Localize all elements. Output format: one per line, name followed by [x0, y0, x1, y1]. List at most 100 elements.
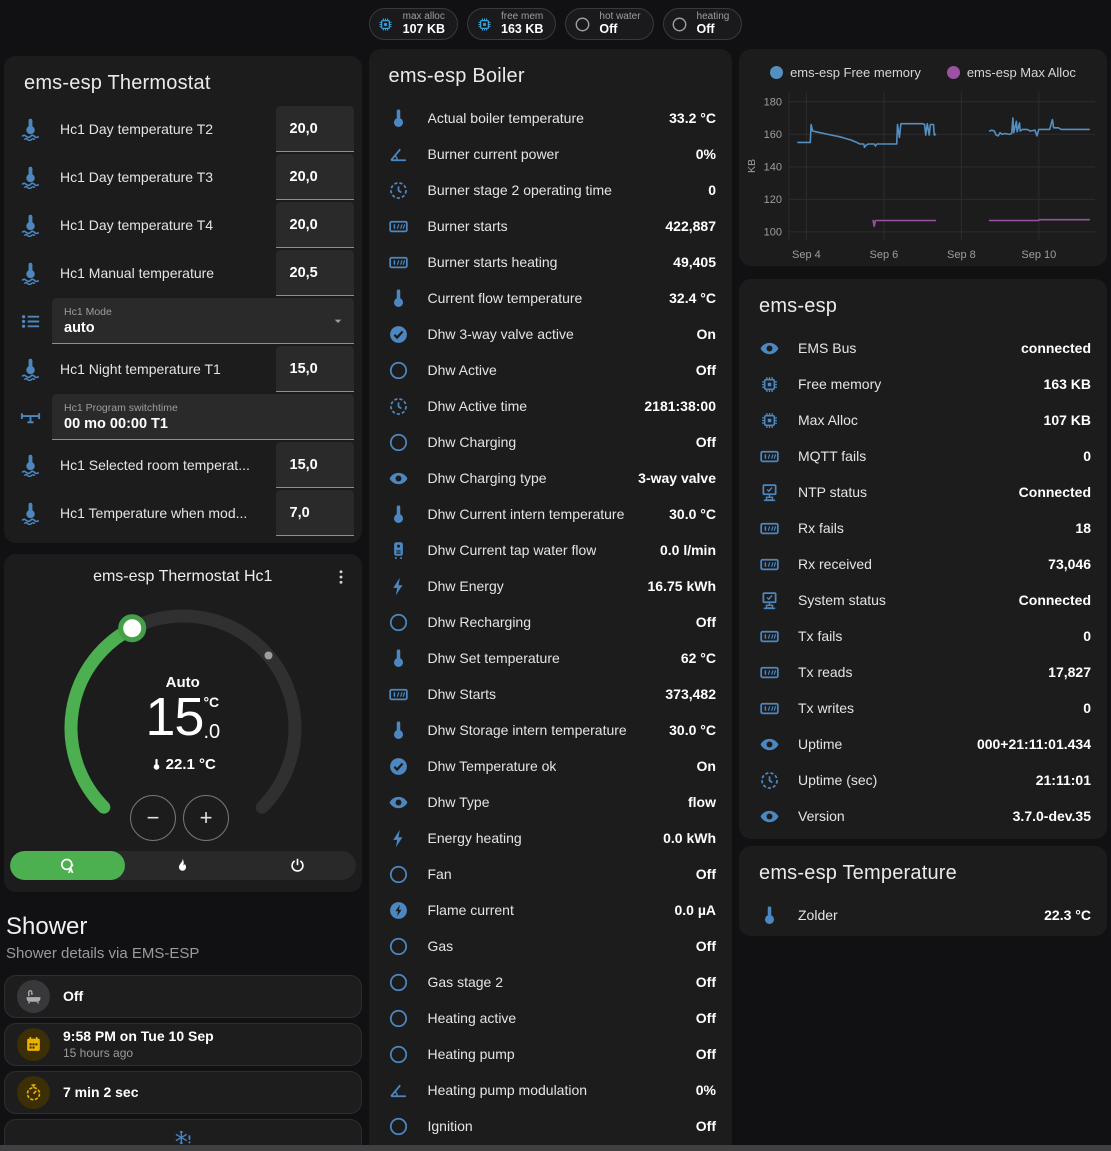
- entity-value: Off: [695, 434, 716, 450]
- entity-row[interactable]: Heating pump modulation 0%: [387, 1072, 716, 1108]
- number-input[interactable]: 20,5: [275, 250, 354, 296]
- increase-temp-button[interactable]: +: [183, 795, 229, 841]
- thermometer-icon: [150, 758, 163, 771]
- dial-knob[interactable]: [118, 614, 147, 643]
- horizontal-scrollbar[interactable]: [0, 1145, 1111, 1151]
- circle-icon: [387, 1114, 411, 1138]
- counter-icon: [757, 516, 781, 540]
- entity-row[interactable]: Actual boiler temperature 33.2 °C: [387, 100, 716, 136]
- mode-select[interactable]: Hc1 Mode auto: [52, 298, 354, 344]
- number-input[interactable]: 20,0: [275, 154, 354, 200]
- entity-row[interactable]: Dhw Active Off: [387, 352, 716, 388]
- badge-value: Off: [599, 21, 618, 36]
- number-input[interactable]: 20,0: [275, 106, 354, 152]
- shower-item[interactable]: Off: [4, 975, 362, 1018]
- shower-item[interactable]: 9:58 PM on Tue 10 Sep 15 hours ago: [4, 1023, 362, 1066]
- angle-icon: [387, 1078, 411, 1102]
- entity-row[interactable]: Burner starts heating 49,405: [387, 244, 716, 280]
- memory-chart-card: ems-esp Free memory ems-esp Max Alloc 10…: [739, 49, 1107, 266]
- legend-item[interactable]: ems-esp Free memory: [770, 65, 921, 80]
- entity-row[interactable]: Max Alloc 107 KB: [757, 402, 1091, 438]
- entity-row[interactable]: Gas stage 2 Off: [387, 964, 716, 1000]
- entity-value: 18: [1075, 520, 1091, 536]
- entity-row[interactable]: Fan Off: [387, 856, 716, 892]
- entity-row[interactable]: NTP status Connected: [757, 474, 1091, 510]
- mode-off-button[interactable]: [240, 851, 355, 880]
- entity-row[interactable]: Dhw 3-way valve active On: [387, 316, 716, 352]
- legend-item[interactable]: ems-esp Max Alloc: [946, 65, 1076, 80]
- mode-auto-button[interactable]: [10, 851, 126, 880]
- thermometer-icon: [387, 646, 411, 670]
- thermometer-water-icon: [18, 453, 42, 477]
- entity-row[interactable]: EMS Bus connected: [757, 330, 1091, 366]
- current-temp-marker: [264, 651, 273, 660]
- number-row: Hc1 Day temperature T3 20,0: [18, 153, 354, 201]
- entity-row[interactable]: Version 3.7.0-dev.35: [757, 798, 1091, 834]
- entity-row[interactable]: Tx writes 0: [757, 690, 1091, 726]
- entity-row[interactable]: Ignition Off: [387, 1108, 716, 1144]
- number-input[interactable]: 15,0: [275, 346, 354, 392]
- circle-icon: [387, 970, 411, 994]
- entity-row[interactable]: Burner current power 0%: [387, 136, 716, 172]
- state-badge[interactable]: free mem 163 KB: [467, 8, 557, 40]
- entity-row[interactable]: Dhw Current tap water flow 0.0 l/min: [387, 532, 716, 568]
- number-row: Hc1 Day temperature T2 20,0: [18, 105, 354, 153]
- entity-row[interactable]: Heating active Off: [387, 1000, 716, 1036]
- entity-row[interactable]: System status Connected: [757, 582, 1091, 618]
- temperature-rows: Zolder 22.3 °C: [739, 895, 1107, 936]
- entity-row[interactable]: Dhw Current intern temperature 30.0 °C: [387, 496, 716, 532]
- state-badge[interactable]: max alloc 107 KB: [368, 8, 459, 40]
- entity-row[interactable]: Uptime (sec) 21:11:01: [757, 762, 1091, 798]
- shower-item[interactable]: 7 min 2 sec: [4, 1071, 362, 1114]
- entity-row[interactable]: Gas Off: [387, 928, 716, 964]
- entity-row[interactable]: Dhw Energy 16.75 kWh: [387, 568, 716, 604]
- entity-row[interactable]: Tx reads 17,827: [757, 654, 1091, 690]
- entity-label: Rx received: [798, 556, 872, 572]
- mode-heat-button[interactable]: [125, 851, 240, 880]
- entity-row[interactable]: Dhw Charging Off: [387, 424, 716, 460]
- counter-icon: [387, 214, 411, 238]
- entity-row[interactable]: Tx fails 0: [757, 618, 1091, 654]
- entity-row[interactable]: Dhw Recharging Off: [387, 604, 716, 640]
- entity-row[interactable]: Burner stage 2 operating time 0: [387, 172, 716, 208]
- entity-row[interactable]: Dhw Set temperature 62 °C: [387, 640, 716, 676]
- entity-value: 000+21:11:01.434: [976, 736, 1091, 752]
- state-badge[interactable]: heating Off: [662, 8, 743, 40]
- thermostat-dial[interactable]: [4, 578, 362, 878]
- decrease-temp-button[interactable]: −: [130, 795, 176, 841]
- entity-row[interactable]: Dhw Temperature ok On: [387, 748, 716, 784]
- card-title: ems-esp Thermostat: [24, 72, 211, 94]
- entity-row[interactable]: Dhw Charging type 3-way valve: [387, 460, 716, 496]
- entity-row[interactable]: Current flow temperature 32.4 °C: [387, 280, 716, 316]
- entity-row[interactable]: Dhw Storage intern temperature 30.0 °C: [387, 712, 716, 748]
- entity-value: 0%: [695, 1082, 716, 1098]
- number-input[interactable]: 15,0: [275, 442, 354, 488]
- entity-label: Dhw Active time: [427, 398, 528, 414]
- number-input[interactable]: 7,0: [275, 490, 354, 536]
- entity-row[interactable]: MQTT fails 0: [757, 438, 1091, 474]
- entity-row[interactable]: Energy heating 0.0 kWh: [387, 820, 716, 856]
- badge-value: Off: [696, 21, 715, 36]
- entity-row[interactable]: Heating pump Off: [387, 1036, 716, 1072]
- entity-value: On: [696, 758, 716, 774]
- entity-row[interactable]: Flame current 0.0 µA: [387, 892, 716, 928]
- entity-row[interactable]: Zolder 22.3 °C: [757, 897, 1091, 933]
- entity-label: Dhw Charging: [427, 434, 517, 450]
- entity-row[interactable]: Rx fails 18: [757, 510, 1091, 546]
- number-row: Hc1 Selected room temperat... 15,0: [18, 441, 354, 489]
- thermometer-water-icon: [18, 501, 42, 525]
- hvac-mode-label: Auto: [165, 674, 200, 691]
- entity-value: 0.0 µA: [674, 902, 716, 918]
- thermometer-icon: [387, 106, 411, 130]
- entity-row[interactable]: Rx received 73,046: [757, 546, 1091, 582]
- entity-row[interactable]: Dhw Starts 373,482: [387, 676, 716, 712]
- text-input[interactable]: Hc1 Program switchtime 00 mo 00:00 T1: [52, 394, 354, 440]
- entity-row[interactable]: Dhw Type flow: [387, 784, 716, 820]
- number-input[interactable]: 20,0: [275, 202, 354, 248]
- state-badge[interactable]: hot water Off: [565, 8, 654, 40]
- entity-row[interactable]: Uptime 000+21:11:01.434: [757, 726, 1091, 762]
- entity-row[interactable]: Free memory 163 KB: [757, 366, 1091, 402]
- legend-label: ems-esp Free memory: [790, 65, 921, 80]
- entity-row[interactable]: Burner starts 422,887: [387, 208, 716, 244]
- entity-row[interactable]: Dhw Active time 2181:38:00: [387, 388, 716, 424]
